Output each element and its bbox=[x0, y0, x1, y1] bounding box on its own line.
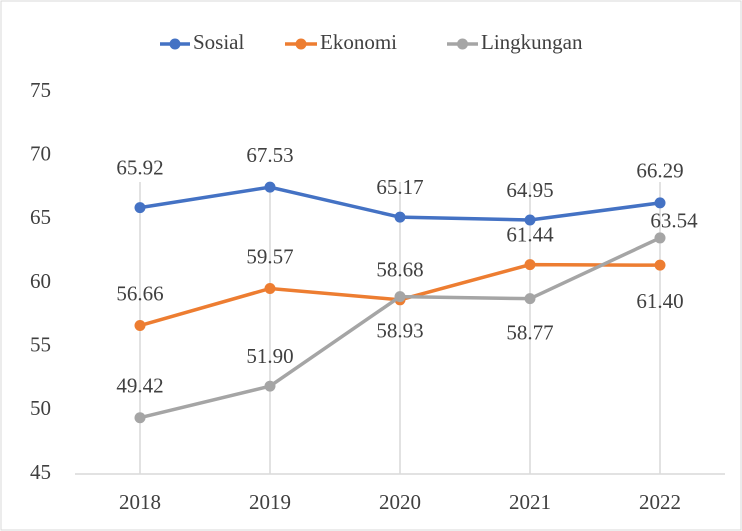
legend-label: Ekonomi bbox=[320, 30, 397, 54]
point bbox=[394, 211, 406, 223]
data-label: 58.77 bbox=[506, 320, 553, 344]
data-label: 58.68 bbox=[376, 258, 423, 282]
data-label: 49.42 bbox=[116, 374, 163, 398]
legend-label: Lingkungan bbox=[481, 30, 583, 54]
y-tick-label: 65 bbox=[30, 205, 51, 229]
y-tick-label: 70 bbox=[30, 141, 51, 165]
x-tick-label: 2021 bbox=[509, 490, 551, 514]
point bbox=[524, 214, 536, 226]
data-label: 58.93 bbox=[376, 318, 423, 342]
point bbox=[264, 282, 276, 294]
point bbox=[654, 232, 666, 244]
y-tick-label: 75 bbox=[30, 78, 51, 102]
data-label: 64.95 bbox=[506, 178, 553, 202]
data-label: 63.54 bbox=[650, 209, 698, 233]
data-label: 61.40 bbox=[636, 289, 683, 313]
legend-marker bbox=[169, 38, 181, 50]
data-label: 65.17 bbox=[376, 175, 423, 199]
legend-marker bbox=[295, 38, 307, 50]
y-tick-label: 50 bbox=[30, 396, 51, 420]
data-label: 51.90 bbox=[246, 344, 293, 368]
data-label: 65.92 bbox=[116, 155, 163, 179]
data-label: 61.44 bbox=[506, 222, 554, 246]
data-label: 66.29 bbox=[636, 159, 683, 183]
data-label: 59.57 bbox=[246, 244, 293, 268]
x-tick-label: 2020 bbox=[379, 490, 421, 514]
x-tick-label: 2019 bbox=[249, 490, 291, 514]
point bbox=[654, 197, 666, 209]
y-tick-label: 60 bbox=[30, 269, 51, 293]
x-tick-label: 2022 bbox=[639, 490, 681, 514]
point bbox=[264, 380, 276, 392]
y-tick-label: 55 bbox=[30, 332, 51, 356]
legend-label: Sosial bbox=[193, 30, 245, 54]
point bbox=[264, 181, 276, 193]
point bbox=[654, 259, 666, 271]
point bbox=[524, 293, 536, 305]
point bbox=[524, 259, 536, 271]
point bbox=[394, 291, 406, 303]
data-label: 56.66 bbox=[116, 281, 163, 305]
legend-marker bbox=[457, 38, 468, 50]
point bbox=[134, 320, 146, 332]
point bbox=[134, 202, 146, 214]
point bbox=[134, 412, 146, 424]
y-tick-label: 45 bbox=[30, 460, 51, 484]
x-tick-label: 2018 bbox=[119, 490, 161, 514]
data-label: 67.53 bbox=[246, 143, 293, 167]
